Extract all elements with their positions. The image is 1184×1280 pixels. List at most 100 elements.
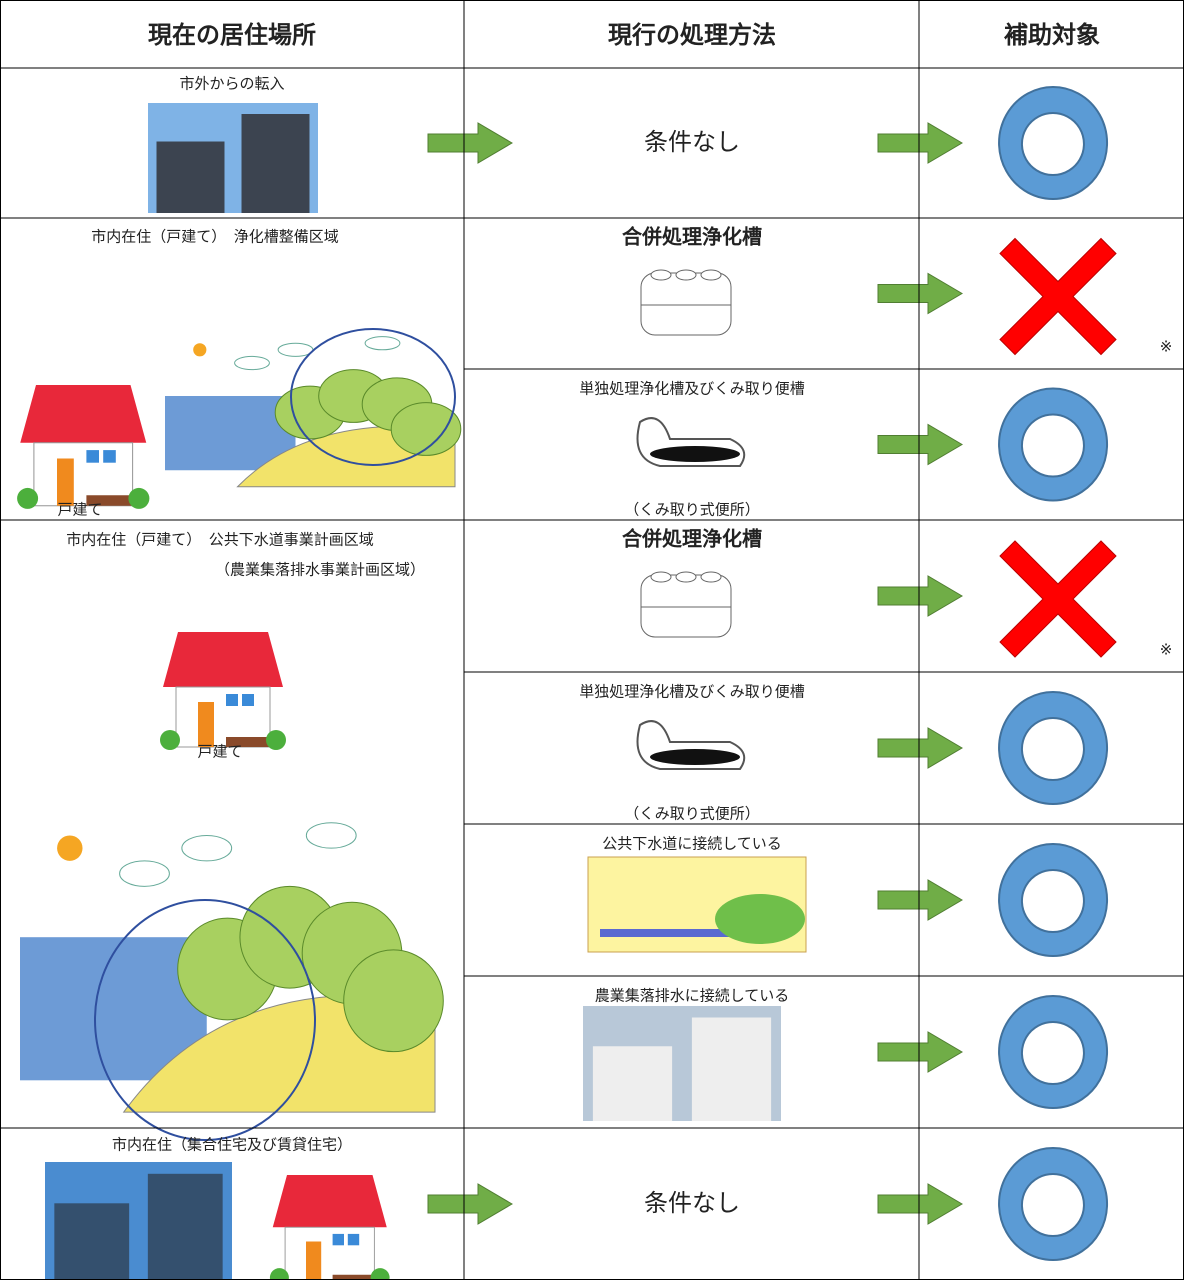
bush xyxy=(17,487,39,509)
cloud xyxy=(119,860,170,887)
photo xyxy=(583,1006,781,1121)
residence-label: 市内在住（戸建て） 浄化槽整備区域 xyxy=(91,228,339,246)
window xyxy=(103,450,116,463)
residence-label: 市外からの転入 xyxy=(179,75,284,93)
window xyxy=(332,1233,344,1246)
photo xyxy=(45,1162,232,1280)
bush xyxy=(266,730,286,750)
residence-label: 市内在住（戸建て） 公共下水道事業計画区域 xyxy=(66,531,374,549)
house-illustration xyxy=(17,385,150,509)
note-mark: ※ xyxy=(1160,338,1173,356)
eligible-mark xyxy=(998,843,1109,957)
photo xyxy=(148,103,318,213)
roof xyxy=(20,385,147,443)
method-sublabel: （くみ取り式便所） xyxy=(624,805,760,823)
ineligible-mark xyxy=(999,540,1117,658)
roof xyxy=(272,1175,387,1228)
toilet-icon xyxy=(636,720,746,770)
residence-label: 市内在住（集合住宅及び賃貸住宅） xyxy=(112,1136,352,1154)
building xyxy=(241,114,310,213)
house-illustration xyxy=(160,632,286,750)
method-label: 単独処理浄化槽及びくみ取り便槽 xyxy=(579,380,805,398)
hill xyxy=(343,949,444,1053)
eligible-mark xyxy=(998,1147,1109,1261)
arrow xyxy=(877,879,963,921)
column-header: 現行の処理方法 xyxy=(608,21,776,49)
planter xyxy=(86,495,135,506)
eligible-mark xyxy=(998,387,1109,502)
door xyxy=(198,702,214,747)
method-sublabel: （くみ取り式便所） xyxy=(624,501,760,519)
arrow xyxy=(877,727,963,769)
tank-lid xyxy=(700,269,722,281)
building xyxy=(147,1173,223,1280)
arrow xyxy=(877,272,963,315)
sun xyxy=(193,343,207,357)
tank-lid xyxy=(650,571,672,583)
method-label: 単独処理浄化槽及びくみ取り便槽 xyxy=(579,683,805,701)
area-outline xyxy=(290,328,456,466)
method-label: 公共下水道に接続している xyxy=(602,835,782,853)
method-label: 条件なし xyxy=(644,128,740,156)
sun xyxy=(57,835,83,861)
bush xyxy=(370,1268,390,1280)
eligible-mark xyxy=(998,995,1109,1109)
area-outline xyxy=(94,899,316,1141)
building xyxy=(54,1203,130,1280)
arrow xyxy=(427,1183,513,1225)
tank-body xyxy=(640,272,732,336)
bush xyxy=(128,487,150,509)
planter xyxy=(226,737,272,747)
tank-lid xyxy=(675,269,697,281)
toilet-hole xyxy=(650,446,740,462)
building xyxy=(592,1046,673,1121)
door xyxy=(57,458,74,506)
ineligible-mark xyxy=(999,237,1117,356)
method-label: 農業集落排水に接続している xyxy=(595,987,790,1005)
hill xyxy=(715,894,805,944)
eligible-mark xyxy=(998,86,1109,200)
toilet-icon xyxy=(636,417,746,467)
toilet-hole xyxy=(650,749,740,765)
cloud xyxy=(305,822,357,849)
roof xyxy=(163,632,283,687)
wall xyxy=(284,1226,375,1280)
residence-caption: 戸建て xyxy=(57,501,102,519)
note-mark: ※ xyxy=(1160,641,1173,659)
residence-caption: 戸建て xyxy=(197,743,242,761)
arrow xyxy=(877,575,963,617)
tank-lid xyxy=(650,269,672,281)
tank-icon xyxy=(640,269,732,336)
arrow xyxy=(877,1031,963,1073)
sewer-illustration xyxy=(587,856,807,953)
cloud xyxy=(234,355,270,371)
window xyxy=(226,694,238,706)
method-label: 条件なし xyxy=(644,1189,740,1217)
door xyxy=(306,1241,322,1280)
method-label: 合併処理浄化槽 xyxy=(622,225,762,249)
cloud xyxy=(364,336,401,351)
planter xyxy=(332,1274,377,1280)
hill xyxy=(390,402,462,456)
window xyxy=(242,694,254,706)
cloud xyxy=(181,834,233,862)
bush xyxy=(160,730,180,750)
bush xyxy=(269,1268,289,1280)
arrow xyxy=(877,122,963,164)
window xyxy=(86,450,99,463)
arrow xyxy=(877,1183,963,1225)
arrow xyxy=(877,423,963,466)
residence-label: （農業集落排水事業計画区域） xyxy=(215,561,425,579)
tank-lid xyxy=(675,571,697,583)
landscape-illustration xyxy=(165,328,462,488)
pipe xyxy=(600,929,750,937)
column-header: 補助対象 xyxy=(1003,21,1100,49)
building xyxy=(691,1017,772,1121)
arrow xyxy=(427,122,513,164)
column-header: 現在の居住場所 xyxy=(148,21,316,49)
window xyxy=(347,1233,360,1246)
building xyxy=(156,141,225,213)
tank-body xyxy=(640,574,732,638)
